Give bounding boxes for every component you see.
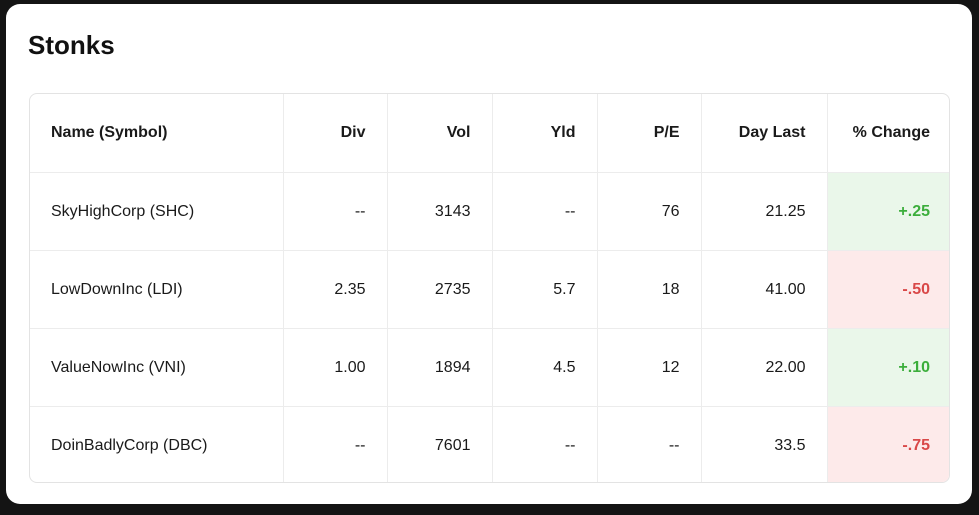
table-row[interactable]: ValueNowInc (VNI) 1.00 1894 4.5 12 22.00… (30, 328, 949, 407)
stocks-card: Stonks Name (Symbol) Div Vol Yld P/E Da (6, 4, 972, 504)
table-row[interactable]: LowDownInc (LDI) 2.35 2735 5.7 18 41.00 … (30, 250, 949, 329)
cell-yld: -- (492, 406, 598, 482)
cell-percent-change-negative: -.50 (827, 250, 949, 329)
column-header-name[interactable]: Name (Symbol) (30, 94, 284, 173)
cell-div: -- (283, 172, 388, 251)
column-header-yld[interactable]: Yld (492, 94, 598, 173)
cell-yld: 4.5 (492, 328, 598, 407)
table-row[interactable]: DoinBadlyCorp (DBC) -- 7601 -- -- 33.5 -… (30, 406, 949, 482)
cell-pe: 18 (597, 250, 702, 329)
cell-vol: 3143 (387, 172, 493, 251)
stocks-table: Name (Symbol) Div Vol Yld P/E Day Last %… (30, 94, 949, 482)
cell-percent-change-positive: +.10 (827, 328, 949, 407)
cell-div: 1.00 (283, 328, 388, 407)
cell-name: ValueNowInc (VNI) (30, 328, 284, 407)
column-header-div[interactable]: Div (283, 94, 388, 173)
cell-name: LowDownInc (LDI) (30, 250, 284, 329)
column-header-pe[interactable]: P/E (597, 94, 702, 173)
cell-div: 2.35 (283, 250, 388, 329)
cell-yld: 5.7 (492, 250, 598, 329)
cell-pe: 76 (597, 172, 702, 251)
cell-name: DoinBadlyCorp (DBC) (30, 406, 284, 482)
table-row[interactable]: SkyHighCorp (SHC) -- 3143 -- 76 21.25 +.… (30, 172, 949, 251)
cell-pe: 12 (597, 328, 702, 407)
column-header-vol[interactable]: Vol (387, 94, 493, 173)
cell-percent-change-negative: -.75 (827, 406, 949, 482)
cell-name: SkyHighCorp (SHC) (30, 172, 284, 251)
cell-vol: 1894 (387, 328, 493, 407)
table-header-row: Name (Symbol) Div Vol Yld P/E Day Last %… (30, 94, 949, 173)
cell-pe: -- (597, 406, 702, 482)
page-title: Stonks (28, 30, 115, 60)
cell-percent-change-positive: +.25 (827, 172, 949, 251)
cell-yld: -- (492, 172, 598, 251)
cell-day-last: 21.25 (701, 172, 828, 251)
column-header-day-last[interactable]: Day Last (701, 94, 828, 173)
column-header-percent-change[interactable]: % Change (827, 94, 949, 173)
cell-day-last: 22.00 (701, 328, 828, 407)
cell-day-last: 33.5 (701, 406, 828, 482)
cell-div: -- (283, 406, 388, 482)
cell-day-last: 41.00 (701, 250, 828, 329)
cell-vol: 7601 (387, 406, 493, 482)
cell-vol: 2735 (387, 250, 493, 329)
stocks-table-container: Name (Symbol) Div Vol Yld P/E Day Last %… (29, 93, 950, 483)
